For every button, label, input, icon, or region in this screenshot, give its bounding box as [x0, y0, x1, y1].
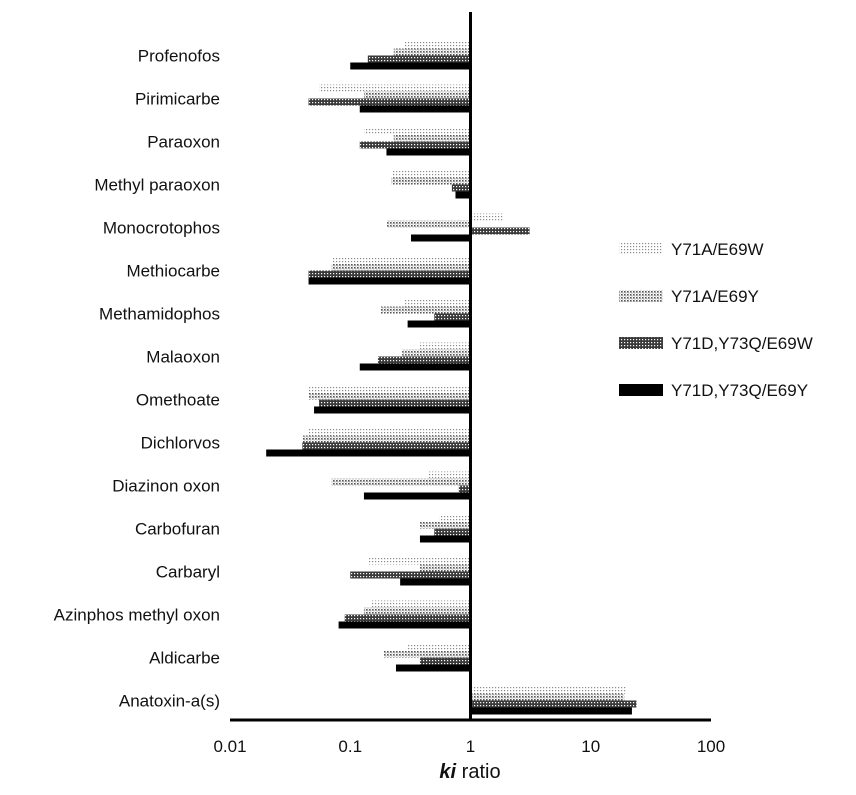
bar-10-0: [428, 471, 471, 479]
bar-8-3: [314, 406, 471, 414]
bar-4-2: [470, 227, 530, 235]
bar-5-1: [331, 263, 471, 271]
category-label: Carbaryl: [156, 563, 220, 582]
legend-label: Y71A/E69W: [671, 240, 764, 259]
x-axis-title: ki ratio: [439, 761, 500, 783]
bar-9-0: [308, 428, 471, 436]
category-label: Methyl paraoxon: [94, 176, 220, 195]
category-label: Monocrotophos: [103, 219, 220, 238]
bar-6-3: [407, 320, 471, 328]
bar-6-1: [380, 306, 471, 314]
bar-3-3: [455, 191, 471, 199]
bar-7-2: [377, 356, 471, 364]
bar-3-1: [391, 177, 471, 185]
bar-2-2: [359, 141, 471, 149]
bar-4-0: [470, 213, 505, 221]
bar-0-3: [350, 62, 471, 70]
bar-11-3: [419, 535, 471, 543]
category-label: Anatoxin-a(s): [119, 692, 220, 711]
bar-0-0: [404, 41, 471, 49]
bar-14-2: [419, 657, 471, 665]
legend-swatch: [619, 243, 663, 255]
bar-2-0: [363, 127, 471, 135]
bar-5-0: [331, 256, 471, 264]
category-label: Methiocarbe: [126, 262, 220, 281]
bar-5-2: [308, 270, 471, 278]
bar-15-2: [470, 700, 637, 708]
bar-3-2: [451, 184, 471, 192]
legend-swatch: [619, 337, 663, 349]
bar-4-3: [410, 234, 471, 242]
bar-2-3: [386, 148, 471, 156]
bar-10-1: [331, 478, 471, 486]
category-label: Azinphos methyl oxon: [54, 606, 220, 625]
bar-3-0: [391, 170, 471, 178]
bar-15-0: [470, 686, 627, 694]
category-label: Aldicarbe: [149, 649, 220, 668]
bar-1-1: [363, 91, 471, 99]
bar-7-0: [419, 342, 471, 350]
x-tick-label: 1: [466, 737, 475, 756]
bar-12-0: [367, 557, 471, 565]
legend-label: Y71A/E69Y: [671, 287, 759, 306]
bar-15-3: [470, 707, 632, 715]
bar-8-2: [319, 399, 471, 407]
bar-1-2: [308, 98, 471, 106]
bar-13-3: [338, 621, 471, 629]
x-tick-label: 100: [697, 737, 725, 756]
bar-12-1: [419, 564, 471, 572]
legend-label: Y71D,Y73Q/E69W: [671, 334, 813, 353]
x-tick-label: 0.1: [338, 737, 362, 756]
bar-13-0: [371, 600, 471, 608]
category-label: Carbofuran: [135, 520, 220, 539]
bar-12-3: [400, 578, 471, 586]
bar-0-1: [393, 48, 471, 56]
bar-1-0: [319, 84, 471, 92]
bar-5-3: [308, 277, 471, 285]
bar-13-2: [344, 614, 471, 622]
bar-1-3: [359, 105, 471, 113]
category-label: Pirimicarbe: [135, 90, 220, 109]
bar-4-1: [386, 220, 471, 228]
bar-7-1: [402, 349, 471, 357]
bar-11-0: [439, 514, 471, 522]
legend-swatch: [619, 290, 663, 302]
bar-10-3: [363, 492, 471, 500]
bar-10-2: [458, 485, 471, 493]
category-label: Malaoxon: [146, 348, 220, 367]
x-tick-label: 0.01: [213, 737, 246, 756]
legend-swatch: [619, 384, 663, 396]
category-label: Omethoate: [136, 391, 220, 410]
bar-6-2: [434, 313, 471, 321]
category-label: Diazinon oxon: [112, 477, 220, 496]
bar-9-3: [266, 449, 471, 457]
bar-14-3: [395, 664, 471, 672]
bar-9-2: [302, 442, 471, 450]
bar-12-2: [350, 571, 471, 579]
bar-9-1: [302, 435, 471, 443]
category-label: Methamidophos: [99, 305, 220, 324]
category-label: Paraoxon: [147, 133, 220, 152]
bar-2-1: [393, 134, 471, 142]
bar-11-1: [419, 521, 471, 529]
bar-14-0: [407, 643, 471, 651]
bar-8-1: [308, 392, 471, 400]
bars-group: [266, 41, 637, 715]
bar-14-1: [383, 650, 471, 658]
x-axis: 0.01 0.1 1 10 100: [213, 12, 725, 756]
legend: Y71A/E69W Y71A/E69Y Y71D,Y73Q/E69W Y71D,Y73…: [619, 240, 813, 400]
bar-13-1: [363, 607, 471, 615]
bar-6-0: [404, 299, 471, 307]
category-label: Profenofos: [138, 47, 220, 66]
x-tick-label: 10: [581, 737, 600, 756]
bar-15-1: [470, 693, 625, 701]
bar-0-2: [367, 55, 471, 63]
bar-11-2: [434, 528, 471, 536]
bar-7-3: [359, 363, 471, 371]
category-labels: Profenofos Pirimicarbe Paraoxon Methyl para…: [54, 47, 220, 711]
category-label: Dichlorvos: [141, 434, 220, 453]
bar-8-0: [308, 385, 471, 393]
legend-label: Y71D,Y73Q/E69Y: [671, 381, 808, 400]
